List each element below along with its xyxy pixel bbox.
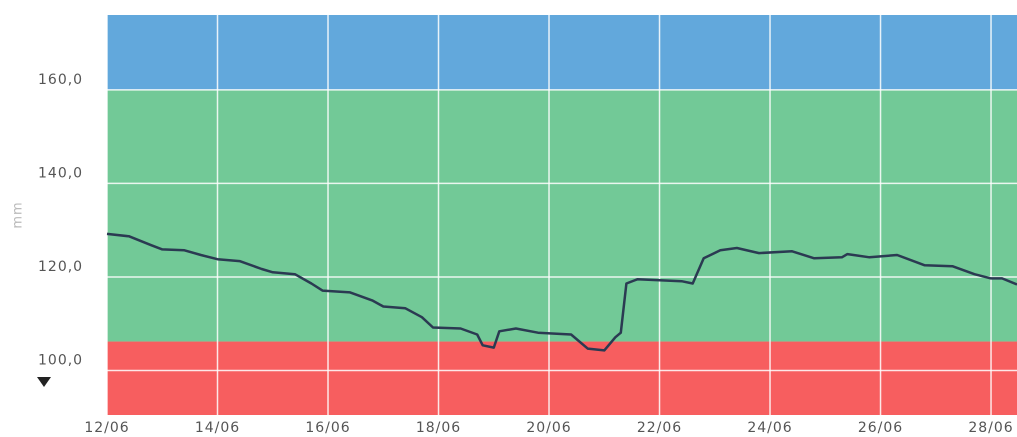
x-tick-label: 14/06: [195, 420, 240, 436]
marker-triangle: [37, 377, 51, 387]
x-tick-label: 16/06: [305, 420, 350, 436]
x-tick-label: 28/06: [968, 420, 1013, 436]
y-axis-label: mm: [11, 201, 26, 228]
band: [107, 15, 1017, 90]
x-tick-label: 26/06: [858, 420, 903, 436]
x-tick-label: 20/06: [526, 420, 571, 436]
line: [106, 232, 1017, 352]
y-tick-label: 160,0: [38, 72, 83, 88]
x-tick-label: 12/06: [84, 420, 129, 436]
y-tick-label: 120,0: [38, 259, 83, 275]
band: [107, 89, 1017, 342]
y-tick-label: 140,0: [38, 165, 83, 181]
band: [107, 341, 1017, 415]
x-tick-label: 22/06: [637, 420, 682, 436]
y-tick-label: 100,0: [38, 353, 83, 369]
x-tick-label: 24/06: [747, 420, 792, 436]
x-tick-label: 18/06: [416, 420, 461, 436]
